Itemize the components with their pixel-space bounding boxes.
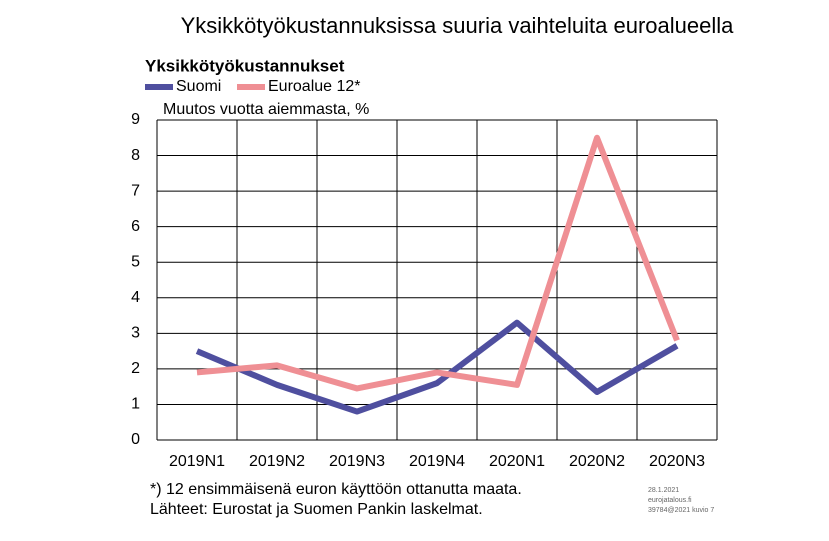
- y-tick-label: 0: [131, 431, 140, 448]
- y-axis-label: Muutos vuotta aiemmasta, %: [163, 101, 369, 118]
- x-tick-label: 2020N2: [569, 453, 625, 470]
- x-tick-label: 2019N1: [169, 453, 225, 470]
- stamp: eurojatalous.fi: [648, 497, 692, 504]
- y-tick-label: 4: [131, 289, 140, 306]
- y-tick-label: 6: [131, 218, 140, 235]
- y-tick-label: 5: [131, 253, 140, 270]
- legend-label: Suomi: [176, 78, 221, 95]
- x-tick-label: 2020N3: [649, 453, 705, 470]
- chart-subtitle: Yksikkötyökustannukset: [145, 56, 345, 75]
- x-tick-label: 2019N4: [409, 453, 465, 470]
- y-tick-label: 7: [131, 182, 140, 199]
- series-line: [196, 134, 680, 392]
- x-tick-label: 2019N3: [329, 453, 385, 470]
- legend-label: Euroalue 12*: [268, 78, 361, 95]
- y-tick-label: 9: [131, 111, 140, 128]
- y-tick-label: 1: [131, 396, 140, 413]
- footnote: *) 12 ensimmäisenä euron käyttöön ottanu…: [150, 481, 522, 498]
- y-tick-label: 2: [131, 360, 140, 377]
- stamp: 28.1.2021: [648, 487, 679, 494]
- y-tick-label: 8: [131, 147, 140, 164]
- series-line: [195, 319, 679, 415]
- stamp: 39784@2021 kuvio 7: [648, 507, 714, 514]
- footnote: Lähteet: Eurostat ja Suomen Pankin laske…: [150, 501, 483, 518]
- y-tick-label: 3: [131, 325, 140, 342]
- x-tick-label: 2020N1: [489, 453, 545, 470]
- chart-title: Yksikkötyökustannuksissa suuria vaihtelu…: [181, 13, 735, 38]
- x-tick-label: 2019N2: [249, 453, 305, 470]
